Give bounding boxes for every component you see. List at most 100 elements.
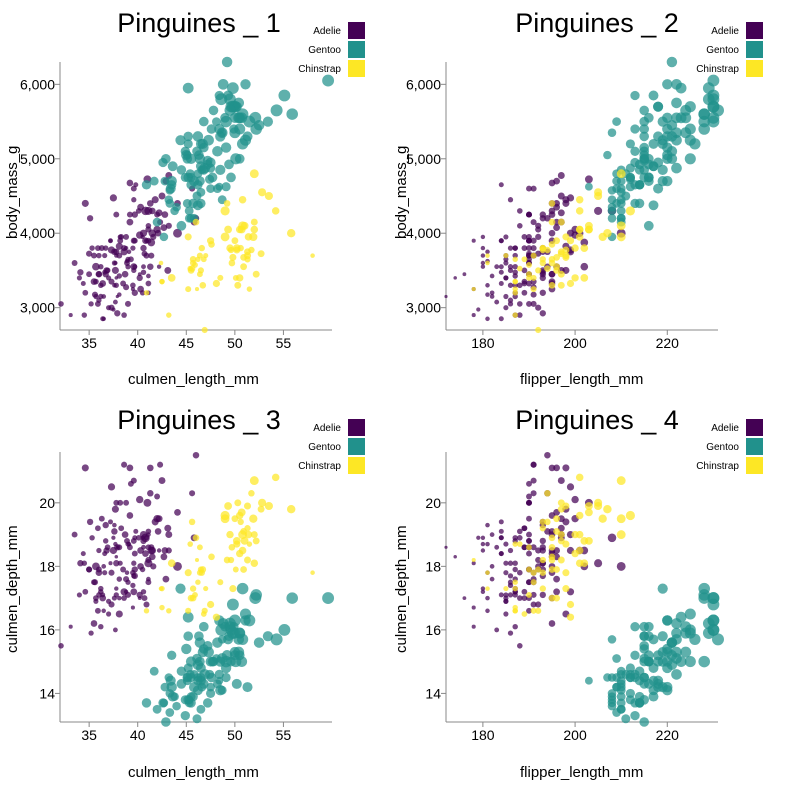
- x-tick-label: 200: [563, 335, 587, 351]
- point-gentoo: [607, 128, 617, 137]
- point-chinstrap: [159, 278, 165, 285]
- point-gentoo: [662, 681, 673, 693]
- point-chinstrap: [185, 286, 192, 293]
- point-gentoo: [639, 165, 650, 175]
- point-chinstrap: [258, 498, 267, 507]
- point-chinstrap: [562, 540, 570, 548]
- point-chinstrap: [233, 246, 241, 254]
- point-chinstrap: [530, 252, 537, 259]
- point-adelie: [539, 310, 546, 317]
- point-adelie: [131, 211, 138, 218]
- legend-swatch: [746, 41, 763, 58]
- point-adelie: [115, 242, 123, 250]
- point-adelie: [113, 560, 120, 567]
- point-gentoo: [243, 614, 256, 627]
- chart-title: Pinguines _ 4: [515, 405, 679, 435]
- point-gentoo: [165, 675, 176, 686]
- y-tick-label: 16: [39, 622, 55, 638]
- point-adelie: [151, 196, 159, 204]
- point-gentoo: [152, 704, 162, 714]
- point-adelie: [116, 273, 123, 279]
- points: [58, 56, 335, 334]
- point-chinstrap: [244, 530, 253, 539]
- points: [444, 451, 724, 727]
- point-gentoo: [639, 172, 650, 183]
- point-adelie: [96, 592, 102, 598]
- point-chinstrap: [237, 518, 244, 526]
- point-gentoo: [203, 134, 214, 146]
- legend-swatch: [348, 41, 365, 58]
- y-tick-label: 20: [425, 495, 441, 511]
- point-gentoo: [215, 676, 224, 685]
- point-adelie: [557, 209, 565, 217]
- point-adelie: [517, 223, 523, 229]
- point-chinstrap: [248, 490, 255, 497]
- point-gentoo: [194, 153, 206, 165]
- point-adelie: [146, 273, 151, 279]
- point-gentoo: [616, 213, 626, 223]
- point-adelie: [471, 561, 476, 566]
- point-adelie: [544, 528, 551, 535]
- point-adelie: [117, 499, 124, 506]
- point-gentoo: [666, 153, 678, 165]
- point-gentoo: [226, 172, 236, 183]
- point-chinstrap: [185, 607, 192, 614]
- point-chinstrap: [224, 502, 233, 510]
- point-gentoo: [603, 150, 612, 160]
- point-gentoo: [607, 195, 617, 204]
- point-gentoo: [684, 656, 696, 668]
- point-adelie: [95, 569, 103, 577]
- point-adelie: [480, 245, 486, 251]
- point-adelie: [145, 528, 152, 535]
- point-adelie: [113, 248, 120, 255]
- point-chinstrap: [512, 604, 518, 611]
- point-adelie: [141, 250, 148, 257]
- point-chinstrap: [530, 286, 537, 293]
- point-gentoo: [212, 117, 221, 126]
- point-gentoo: [625, 663, 635, 673]
- point-adelie: [594, 559, 603, 568]
- point-chinstrap: [517, 265, 523, 272]
- point-chinstrap: [575, 225, 584, 234]
- point-chinstrap: [526, 274, 532, 281]
- legend: Adelie Gentoo Chinstrap: [696, 22, 763, 77]
- x-tick-label: 200: [563, 727, 587, 743]
- point-adelie: [130, 477, 137, 484]
- y-tick-label: 18: [39, 558, 55, 574]
- point-adelie: [77, 560, 84, 567]
- point-adelie: [539, 547, 546, 554]
- point-adelie: [553, 203, 560, 211]
- point-adelie: [485, 541, 490, 547]
- point-chinstrap: [625, 510, 635, 521]
- point-adelie: [89, 535, 95, 541]
- point-adelie: [498, 592, 504, 598]
- point-chinstrap: [566, 613, 575, 621]
- point-adelie: [530, 601, 537, 608]
- point-adelie: [503, 256, 509, 262]
- point-adelie: [526, 550, 532, 557]
- point-adelie: [517, 595, 523, 601]
- point-adelie: [557, 477, 565, 485]
- point-gentoo: [165, 708, 175, 717]
- point-chinstrap: [557, 270, 565, 278]
- legend-label: Chinstrap: [696, 64, 739, 75]
- point-chinstrap: [521, 256, 528, 263]
- point-chinstrap: [223, 200, 231, 207]
- point-chinstrap: [187, 541, 193, 547]
- point-adelie: [131, 550, 138, 557]
- point-gentoo: [242, 682, 253, 693]
- point-adelie: [471, 238, 476, 243]
- point-gentoo: [607, 695, 617, 705]
- point-adelie: [498, 281, 504, 286]
- point-gentoo: [684, 608, 696, 620]
- point-gentoo: [630, 180, 640, 190]
- point-gentoo: [226, 598, 239, 611]
- point-chinstrap: [535, 267, 542, 274]
- point-chinstrap: [167, 274, 176, 282]
- scatter-plot-3: 14 16 18 20 35 40 45 50 55 Adelie Gentoo Chinstrap: [39, 419, 365, 743]
- legend-label: Adelie: [313, 26, 341, 37]
- point-adelie: [141, 595, 148, 602]
- point-gentoo: [639, 105, 650, 116]
- point-adelie: [160, 553, 168, 561]
- point-adelie: [136, 274, 143, 282]
